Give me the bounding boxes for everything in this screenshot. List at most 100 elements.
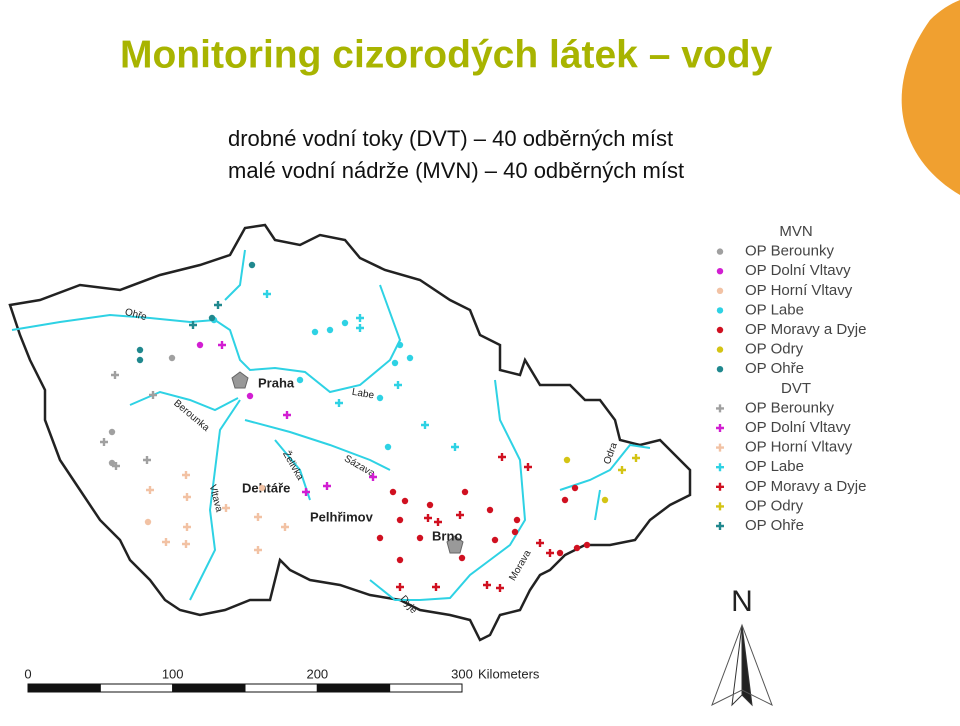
marker (218, 341, 226, 349)
map-label: Labe (351, 387, 375, 402)
scale-label: 100 (162, 666, 184, 681)
map-label: Morava (507, 548, 533, 583)
marker (302, 488, 310, 496)
marker (136, 356, 144, 364)
marker (112, 462, 120, 470)
marker (111, 371, 119, 379)
marker (183, 493, 191, 501)
marker (341, 319, 349, 327)
legend-label: OP Ohře (745, 360, 804, 377)
marker (461, 488, 469, 496)
marker (376, 534, 384, 542)
legend-label: OP Berounky (745, 243, 834, 260)
scale-segment (27, 683, 101, 693)
decor-shape (901, 0, 960, 195)
marker (451, 443, 459, 451)
marker (406, 354, 414, 362)
marker (258, 484, 266, 492)
marker (716, 326, 724, 334)
marker (214, 301, 222, 309)
legend-label: OP Berounky (745, 399, 834, 416)
marker (149, 391, 157, 399)
marker (716, 443, 724, 452)
marker (716, 287, 724, 294)
marker (143, 456, 151, 464)
scale-segment (172, 683, 246, 693)
marker (571, 484, 579, 492)
legend-label: OP Labe (745, 301, 804, 318)
map-label: Berounka (171, 398, 211, 434)
marker (254, 546, 262, 554)
map-label: Dyje (398, 594, 420, 617)
subtitle: malé vodní nádrže (MVN) – 40 odběrných m… (228, 158, 684, 183)
marker (456, 511, 464, 519)
city-marker (446, 535, 464, 554)
marker (632, 454, 640, 462)
marker (716, 268, 724, 275)
legend-label: OP Moravy a Dyje (745, 321, 866, 338)
city-marker (231, 371, 249, 389)
marker (524, 463, 532, 471)
marker (246, 392, 254, 400)
marker (716, 424, 724, 432)
marker (396, 556, 404, 564)
north-arrow (711, 623, 773, 707)
legend-label: OP Ohře (745, 517, 804, 534)
legend-label: OP Dolní Vltavy (745, 262, 851, 279)
marker (486, 506, 494, 514)
marker (396, 583, 404, 591)
marker (513, 516, 521, 524)
marker (511, 528, 519, 536)
marker (208, 314, 216, 322)
marker (716, 502, 724, 511)
marker (296, 376, 304, 384)
marker (283, 411, 291, 419)
scale-unit: Kilometers (478, 666, 540, 681)
marker (556, 549, 564, 557)
legend-title: MVN (779, 223, 812, 240)
map-label: Dehtáře (242, 480, 290, 495)
marker (196, 341, 204, 349)
marker (189, 321, 197, 329)
marker (182, 540, 190, 548)
scale-segment (389, 683, 463, 693)
marker (384, 443, 392, 451)
map-label: Ohře (124, 307, 149, 323)
marker (136, 346, 144, 354)
marker (182, 471, 190, 479)
marker (222, 504, 230, 512)
marker (263, 290, 271, 298)
marker (311, 328, 319, 336)
legend-label: OP Dolní Vltavy (745, 419, 851, 436)
north-label: N (731, 585, 753, 618)
marker (716, 463, 724, 472)
marker (583, 541, 591, 549)
marker (254, 513, 262, 521)
title: Monitoring cizorodých látek – vody (120, 33, 773, 76)
scale-label: 200 (306, 666, 328, 681)
marker (394, 381, 402, 389)
marker (573, 544, 581, 552)
legend-label: OP Horní Vltavy (745, 439, 853, 456)
marker (601, 496, 609, 504)
marker (483, 581, 491, 589)
marker (391, 359, 399, 367)
marker (716, 366, 724, 373)
marker (396, 341, 404, 349)
legend-title: DVT (781, 380, 811, 397)
marker (396, 516, 404, 524)
marker (716, 522, 724, 530)
marker (424, 514, 432, 522)
marker (369, 473, 377, 481)
marker (144, 518, 152, 526)
marker (168, 354, 176, 362)
legend-label: OP Odry (745, 341, 804, 358)
marker (376, 394, 384, 402)
legend-label: OP Labe (745, 458, 804, 475)
legend-label: OP Moravy a Dyje (745, 478, 866, 495)
marker (356, 324, 364, 332)
marker (401, 497, 409, 505)
marker (432, 583, 440, 591)
scale-label: 300 (451, 666, 473, 681)
